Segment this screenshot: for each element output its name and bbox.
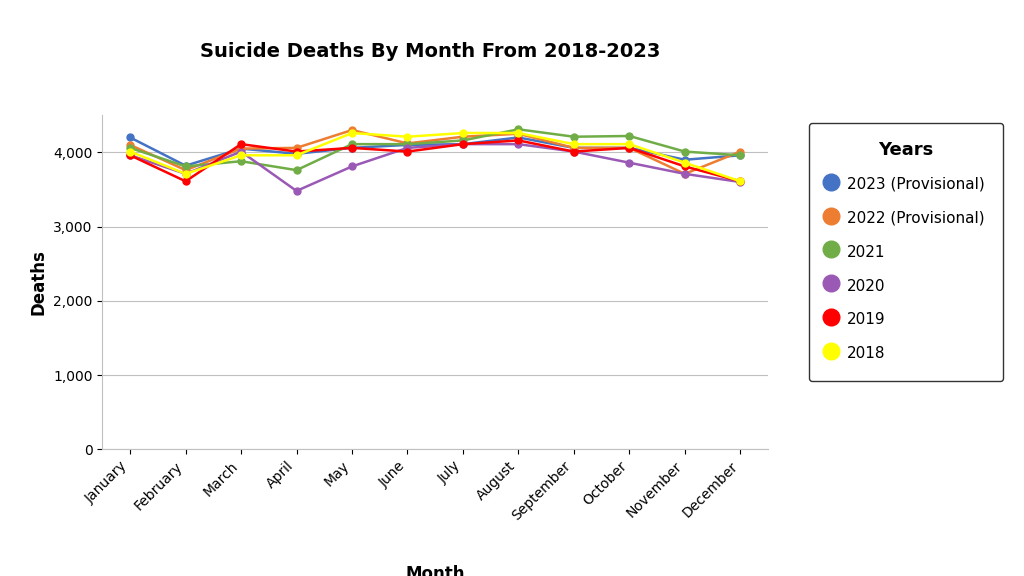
Line: 2018: 2018: [127, 130, 743, 185]
2022 (Provisional): [567, 145, 580, 151]
2020: [179, 170, 191, 177]
2018: [567, 141, 580, 147]
2021: [401, 141, 414, 147]
Line: 2020: 2020: [127, 141, 743, 194]
2019: [679, 163, 691, 170]
2020: [291, 187, 303, 194]
2023 (Provisional): [346, 145, 358, 151]
2021: [291, 166, 303, 173]
2021: [234, 158, 247, 165]
2023 (Provisional): [124, 134, 136, 141]
2021: [346, 141, 358, 147]
2018: [291, 152, 303, 159]
2023 (Provisional): [291, 150, 303, 157]
2022 (Provisional): [624, 145, 636, 151]
2022 (Provisional): [512, 130, 524, 137]
2023 (Provisional): [457, 141, 469, 147]
2018: [234, 152, 247, 159]
2020: [679, 170, 691, 177]
2023 (Provisional): [401, 142, 414, 149]
2022 (Provisional): [291, 145, 303, 151]
2020: [124, 152, 136, 159]
2019: [734, 178, 746, 185]
2018: [457, 130, 469, 137]
2018: [624, 141, 636, 147]
2021: [679, 148, 691, 155]
2021: [567, 133, 580, 140]
2018: [734, 178, 746, 185]
2023 (Provisional): [679, 156, 691, 163]
2020: [512, 141, 524, 147]
2021: [734, 152, 746, 159]
2021: [124, 145, 136, 151]
2023 (Provisional): [512, 134, 524, 141]
2018: [124, 148, 136, 155]
Y-axis label: Deaths: Deaths: [30, 249, 48, 315]
2020: [401, 145, 414, 151]
Text: Suicide Deaths By Month From 2018-2023: Suicide Deaths By Month From 2018-2023: [200, 43, 660, 61]
2018: [679, 159, 691, 166]
2023 (Provisional): [234, 145, 247, 152]
2023 (Provisional): [179, 162, 191, 169]
2019: [179, 178, 191, 185]
Line: 2023 (Provisional): 2023 (Provisional): [127, 134, 743, 169]
2022 (Provisional): [457, 133, 469, 140]
2019: [624, 145, 636, 151]
2018: [512, 130, 524, 137]
2023 (Provisional): [567, 145, 580, 151]
2022 (Provisional): [679, 170, 691, 177]
Line: 2019: 2019: [127, 137, 743, 185]
2022 (Provisional): [124, 142, 136, 149]
2022 (Provisional): [346, 127, 358, 134]
2023 (Provisional): [624, 145, 636, 151]
2022 (Provisional): [179, 166, 191, 173]
2020: [346, 163, 358, 170]
2019: [567, 148, 580, 155]
2021: [624, 132, 636, 139]
2019: [512, 137, 524, 144]
X-axis label: Month: Month: [406, 565, 465, 576]
2019: [401, 148, 414, 155]
2020: [734, 179, 746, 185]
2019: [457, 141, 469, 147]
2021: [512, 126, 524, 132]
2022 (Provisional): [401, 140, 414, 147]
Line: 2021: 2021: [127, 126, 743, 173]
Legend: 2023 (Provisional), 2022 (Provisional), 2021, 2020, 2019, 2018: 2023 (Provisional), 2022 (Provisional), …: [809, 123, 1004, 381]
2018: [401, 133, 414, 140]
2020: [624, 159, 636, 166]
2022 (Provisional): [734, 148, 746, 155]
2020: [457, 141, 469, 147]
2020: [567, 148, 580, 155]
2019: [124, 152, 136, 159]
2021: [179, 163, 191, 170]
2021: [457, 137, 469, 144]
2018: [179, 170, 191, 177]
2019: [234, 141, 247, 147]
2023 (Provisional): [734, 152, 746, 159]
2022 (Provisional): [234, 145, 247, 152]
Line: 2022 (Provisional): 2022 (Provisional): [127, 127, 743, 177]
2019: [346, 145, 358, 151]
2018: [346, 130, 358, 137]
2020: [234, 148, 247, 155]
2019: [291, 148, 303, 155]
